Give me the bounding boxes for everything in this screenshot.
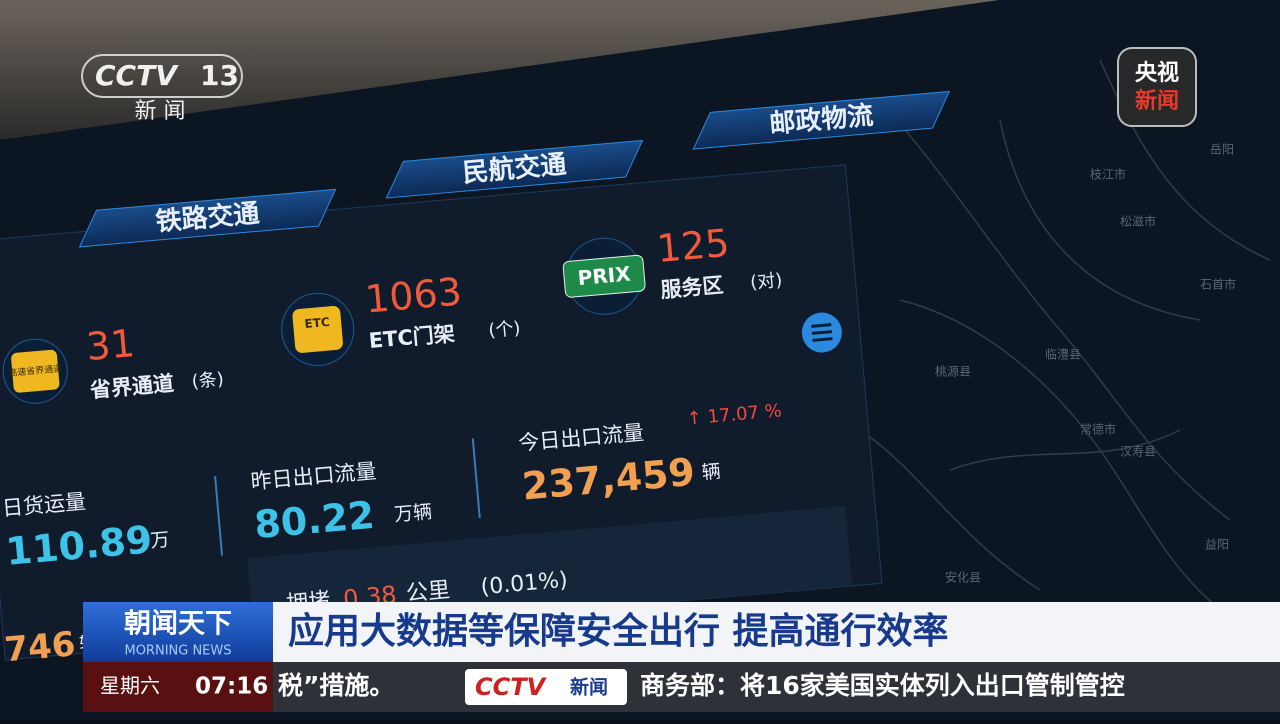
channel-logo: CCTV xyxy=(95,59,179,92)
dashboard: 铁路交通 民航交通 邮政物流 高速省界通道 31 省界通道 (条) ETC 10… xyxy=(0,90,952,670)
headline: 应用大数据等保障安全出行 提高通行效率 xyxy=(288,610,949,652)
map-label: 桃源县 xyxy=(935,364,971,379)
program-name: 朝闻天下 xyxy=(124,609,232,640)
congestion-unit: 公里 xyxy=(405,578,451,607)
program-box xyxy=(83,602,273,662)
tab[interactable] xyxy=(383,139,645,199)
icon-text: ETC xyxy=(304,315,331,331)
clock-box xyxy=(83,662,273,712)
channel-number: 13 xyxy=(200,59,239,92)
facility-unit: (个) xyxy=(488,318,522,342)
menu-icon[interactable] xyxy=(811,323,833,342)
corner-logo-frame xyxy=(1117,47,1197,127)
ticker-text: 税”措施。 xyxy=(278,671,394,700)
day: 星期六 xyxy=(100,674,160,698)
icon-text: PRIX xyxy=(577,261,632,290)
map-label: 益阳 xyxy=(1205,538,1229,552)
map-label: 汉寿县 xyxy=(1120,445,1156,459)
map-label: 常德市 xyxy=(1080,422,1116,437)
map-label: 安化县 xyxy=(945,570,981,585)
partial-value: 746 xyxy=(3,624,77,670)
channel-logo-frame xyxy=(81,54,243,98)
ticker-logo-box xyxy=(465,669,627,705)
channel-name: 新 闻 xyxy=(135,99,186,124)
facility-unit: (条) xyxy=(191,369,225,393)
map-label: 枝江市 xyxy=(1090,167,1126,182)
icon xyxy=(11,349,60,393)
facility-value: 125 xyxy=(655,221,731,271)
corner-logo: 新闻 xyxy=(1135,88,1179,114)
ticker-logo-sub: 新闻 xyxy=(570,676,608,699)
map-label: 松滋市 xyxy=(1120,214,1156,229)
tab[interactable] xyxy=(690,90,952,150)
stat-unit: 万 xyxy=(150,529,171,553)
ticker-text: 商务部：将16家美国实体列入出口管制管控 xyxy=(640,671,1125,700)
facility-label: 服务区 xyxy=(660,273,725,302)
facility-unit: (对) xyxy=(749,270,783,294)
ticker-bar xyxy=(273,662,1280,712)
divider xyxy=(214,475,224,556)
divider xyxy=(471,438,481,519)
program-name-en: MORNING NEWS xyxy=(124,644,231,659)
corner-logo: 央视 xyxy=(1135,60,1179,86)
ticker-logo: CCTV xyxy=(475,673,548,701)
facility-value: 1063 xyxy=(363,269,463,321)
icon xyxy=(562,254,646,298)
icon xyxy=(292,306,343,353)
map-roads xyxy=(859,59,1271,641)
map-label: 石首市 xyxy=(1200,277,1236,292)
stat-value: 80.22 xyxy=(253,493,377,547)
stat-unit: 万辆 xyxy=(393,501,433,526)
headline-bar xyxy=(273,602,1280,662)
tab[interactable] xyxy=(77,188,339,248)
facility-value: 31 xyxy=(84,321,136,369)
map-label: 临澧县 xyxy=(1045,348,1081,362)
time: 07:16 xyxy=(195,674,268,700)
stat-unit: 辆 xyxy=(701,460,722,484)
map-label: 岳阳 xyxy=(1210,143,1234,157)
map-labels: 枝江市 松滋市 石首市 临澧县 常德市 汉寿县 益阳 安化县 桃源县 岳阳 xyxy=(935,143,1236,585)
